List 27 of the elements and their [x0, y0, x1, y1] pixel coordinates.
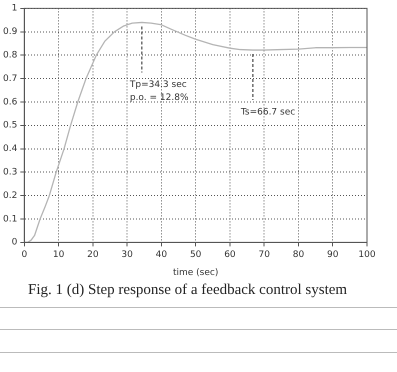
x-tick-label: 0 — [21, 250, 28, 260]
annotation: Ts=66.7 sec — [240, 107, 296, 118]
y-tick-label: 0.8 — [2, 50, 18, 61]
y-tick-label: 0.7 — [2, 74, 18, 84]
x-tick-label: 100 — [358, 250, 376, 260]
y-tick-label: 0 — [12, 238, 18, 248]
y-tick-label: 0.3 — [2, 168, 18, 178]
y-tick-label: 0.6 — [2, 97, 18, 108]
x-tick-label: 50 — [190, 250, 202, 260]
y-tick-label: 0.2 — [2, 190, 18, 201]
x-tick-label: 80 — [292, 250, 304, 260]
x-tick-label: 90 — [327, 250, 339, 260]
y-tick-label: 0.5 — [2, 120, 18, 131]
y-tick-label: 0.9 — [2, 27, 18, 38]
x-tick-label: 70 — [258, 250, 270, 260]
text: Fig. 1 (d) Step response of a feedback control system — [27, 282, 348, 299]
x-tick-label: 60 — [224, 250, 236, 260]
y-tick-label: 0.4 — [2, 144, 18, 154]
x-tick-label: 20 — [87, 250, 99, 260]
annotation: Tp=34.3 sec — [128, 80, 187, 90]
annotation: p.o. = 12.8% — [130, 92, 189, 103]
x-tick-label: 10 — [52, 250, 65, 260]
y-tick-label: 1 — [12, 4, 18, 14]
x-tick-label: 40 — [156, 250, 168, 260]
y-tick-label: 0.1 — [2, 214, 18, 224]
x-axis-title: time (sec) — [172, 268, 218, 278]
x-tick-label: 30 — [121, 250, 134, 260]
